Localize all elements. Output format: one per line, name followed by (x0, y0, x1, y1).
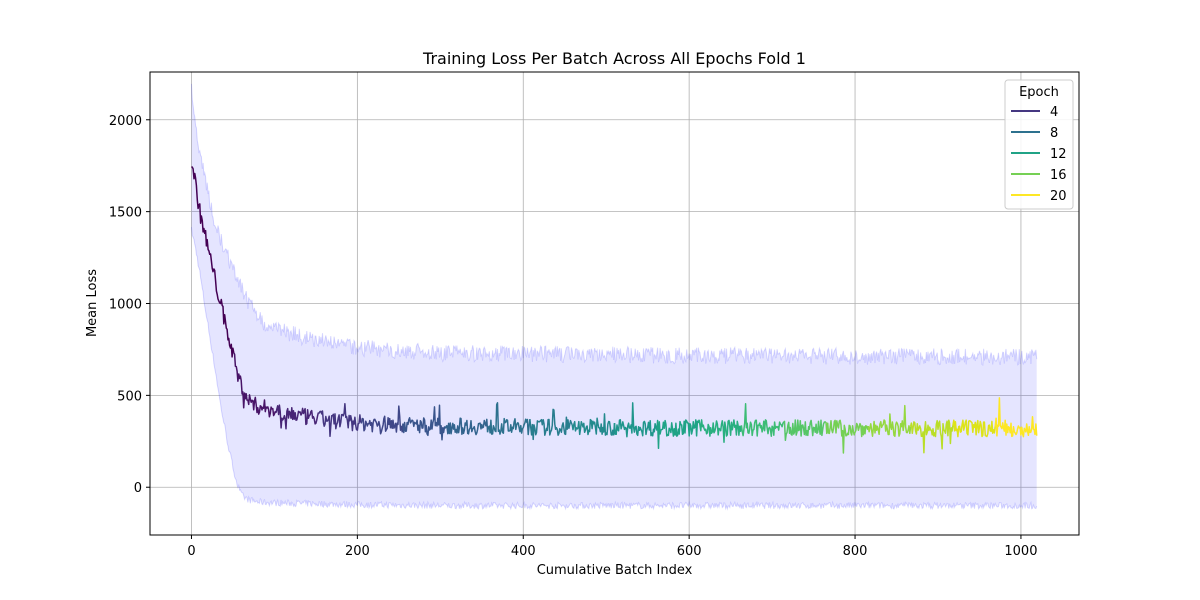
x-axis-ticks: 0 200 400 600 800 1000 (187, 535, 1037, 559)
spread-fill (191, 83, 1037, 509)
epoch-9-line (529, 408, 573, 441)
spread-band (191, 83, 1038, 511)
epoch-5-line (360, 405, 404, 435)
epoch-13-line (698, 419, 743, 443)
spread-upper-edge (191, 83, 1038, 366)
y-axis-label: Mean Loss (85, 269, 100, 337)
epoch-3-line (275, 404, 320, 430)
y-tick-label: 2000 (109, 114, 142, 129)
legend-label-16: 16 (1050, 168, 1067, 183)
loss-line (191, 166, 1038, 454)
epoch-18-line (909, 419, 954, 454)
legend-title: Epoch (1019, 85, 1059, 100)
x-tick-label: 400 (511, 544, 536, 559)
epoch-8-line (486, 402, 531, 436)
x-tick-label: 200 (345, 544, 370, 559)
epoch-15-line (783, 419, 827, 442)
spread-lower-edge (191, 227, 1038, 511)
epoch-1-line (191, 166, 235, 358)
x-axis-label: Cumulative Batch Index (537, 563, 693, 578)
epoch-11-line (613, 402, 658, 438)
epoch-16-line (825, 419, 870, 454)
legend-label-4: 4 (1050, 105, 1058, 120)
legend-label-20: 20 (1050, 189, 1067, 204)
epoch-10-line (571, 413, 616, 436)
legend-entries: 4 8 12 16 20 (1011, 105, 1067, 204)
y-tick-label: 1000 (109, 298, 142, 313)
x-tick-label: 1000 (1004, 544, 1037, 559)
y-tick-label: 0 (134, 481, 142, 496)
epoch-4-line (318, 402, 362, 438)
y-tick-label: 1500 (109, 206, 142, 221)
epoch-6-line (402, 404, 446, 441)
x-tick-label: 600 (677, 544, 702, 559)
y-axis-ticks: 0 500 1000 1500 2000 (109, 114, 150, 496)
epoch-17-line (867, 404, 912, 437)
epoch-20-line (994, 397, 1038, 438)
legend-label-12: 12 (1050, 147, 1067, 162)
epoch-14-line (740, 403, 785, 437)
epoch-19-line (952, 419, 996, 438)
x-tick-label: 800 (843, 544, 868, 559)
legend-label-8: 8 (1050, 126, 1058, 141)
epoch-12-line (656, 419, 700, 450)
epoch-2-line (233, 352, 277, 418)
y-tick-label: 500 (117, 389, 142, 404)
legend-box (1004, 79, 1074, 210)
legend: Epoch 4 8 12 16 20 (1004, 79, 1074, 210)
epoch-7-line (444, 417, 489, 436)
x-tick-label: 0 (187, 544, 195, 559)
chart-title: Training Loss Per Batch Across All Epoch… (422, 49, 806, 68)
